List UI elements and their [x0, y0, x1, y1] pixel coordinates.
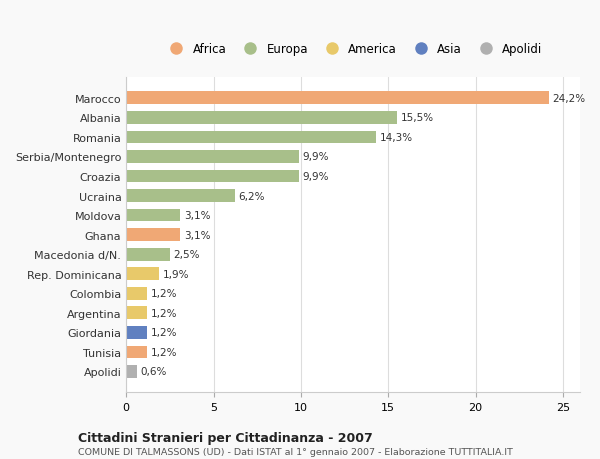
Text: 0,6%: 0,6%: [140, 367, 167, 376]
Text: 9,9%: 9,9%: [302, 152, 329, 162]
Bar: [126, 365, 137, 378]
Text: 1,9%: 1,9%: [163, 269, 190, 279]
Bar: [126, 131, 376, 144]
Text: Cittadini Stranieri per Cittadinanza - 2007: Cittadini Stranieri per Cittadinanza - 2…: [78, 431, 373, 444]
Legend: Africa, Europa, America, Asia, Apolidi: Africa, Europa, America, Asia, Apolidi: [164, 43, 542, 56]
Bar: [126, 287, 147, 300]
Text: 1,2%: 1,2%: [151, 347, 177, 357]
Text: 3,1%: 3,1%: [184, 230, 211, 240]
Text: 1,2%: 1,2%: [151, 328, 177, 337]
Text: 1,2%: 1,2%: [151, 308, 177, 318]
Bar: [126, 170, 299, 183]
Bar: [126, 229, 181, 241]
Text: 6,2%: 6,2%: [238, 191, 265, 201]
Bar: [126, 151, 299, 163]
Bar: [126, 346, 147, 358]
Bar: [126, 209, 181, 222]
Bar: [126, 190, 235, 202]
Bar: [126, 307, 147, 319]
Bar: [126, 268, 160, 280]
Text: 3,1%: 3,1%: [184, 211, 211, 221]
Text: 2,5%: 2,5%: [173, 250, 200, 260]
Bar: [126, 92, 549, 105]
Text: 15,5%: 15,5%: [401, 113, 434, 123]
Text: 24,2%: 24,2%: [553, 94, 586, 104]
Bar: [126, 326, 147, 339]
Text: 14,3%: 14,3%: [380, 133, 413, 143]
Bar: [126, 112, 397, 124]
Text: 1,2%: 1,2%: [151, 289, 177, 299]
Bar: [126, 248, 170, 261]
Text: COMUNE DI TALMASSONS (UD) - Dati ISTAT al 1° gennaio 2007 - Elaborazione TUTTITA: COMUNE DI TALMASSONS (UD) - Dati ISTAT a…: [78, 448, 513, 456]
Text: 9,9%: 9,9%: [302, 172, 329, 182]
